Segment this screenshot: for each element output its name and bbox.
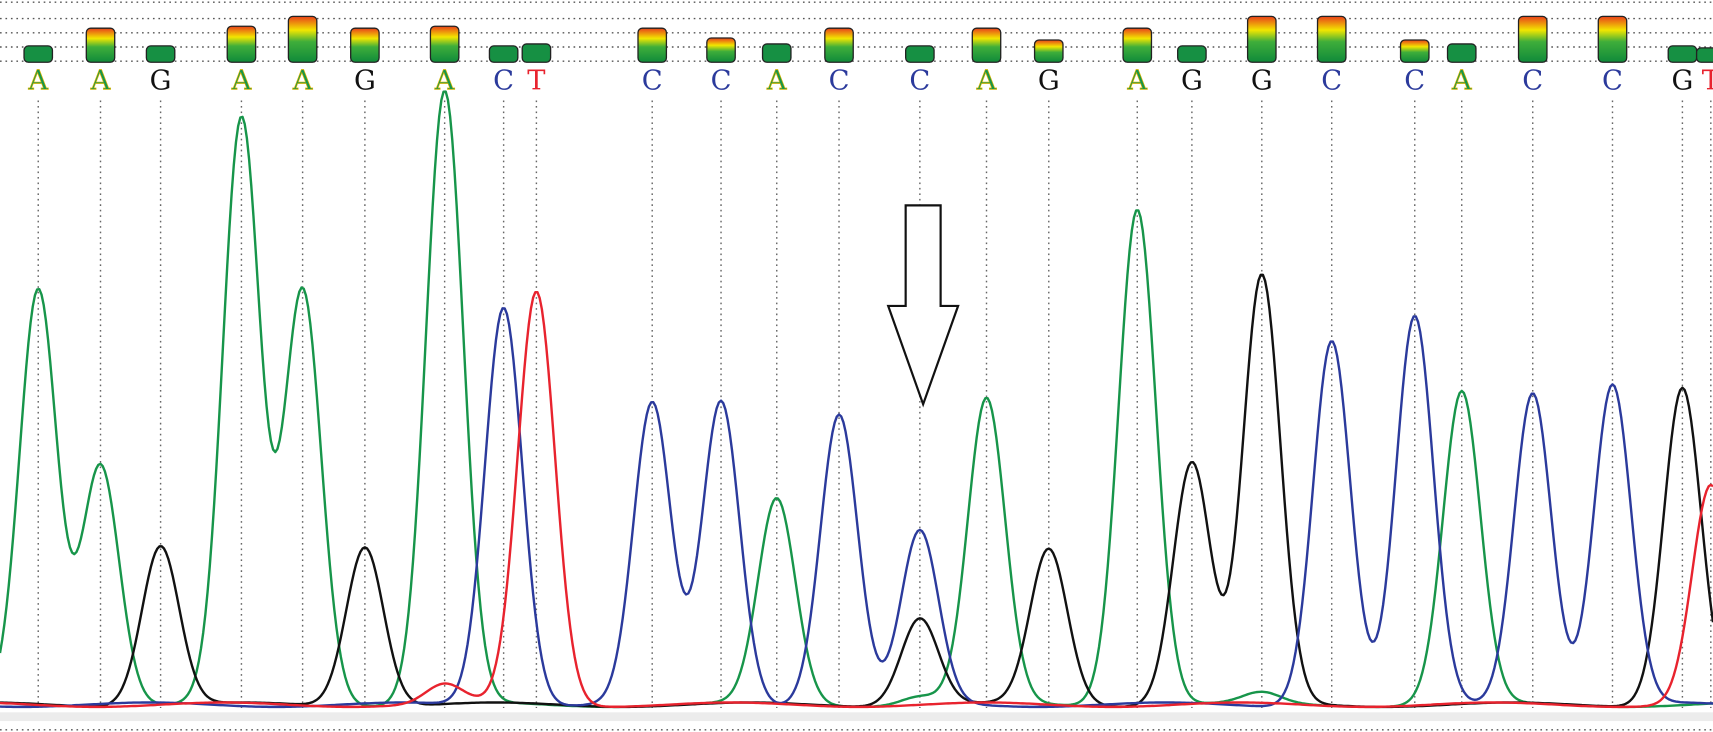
quality-bar xyxy=(1399,39,1430,63)
base-call-C: C xyxy=(642,66,663,97)
trace-T xyxy=(0,290,1713,709)
quality-bar xyxy=(350,27,380,63)
quality-bar xyxy=(706,37,736,63)
quality-bar xyxy=(1695,47,1713,63)
trace-G xyxy=(0,273,1713,709)
base-call-G: G xyxy=(1251,66,1273,97)
base-call-A: A xyxy=(90,66,111,97)
base-call-G: G xyxy=(150,66,172,97)
quality-bar xyxy=(145,45,176,63)
quality-bar xyxy=(1033,39,1064,63)
base-call-A: A xyxy=(292,66,313,97)
base-call-T: T xyxy=(527,66,545,97)
quality-bar xyxy=(1597,15,1628,63)
base-call-C: C xyxy=(909,66,930,97)
quality-bar xyxy=(1177,45,1207,63)
quality-bar xyxy=(1122,27,1153,63)
base-call-T: T xyxy=(1702,66,1713,97)
arrow-down-icon xyxy=(886,204,960,408)
base-call-A: A xyxy=(976,66,997,97)
quality-bar xyxy=(1246,15,1277,63)
quality-bar xyxy=(1316,15,1347,63)
base-call-A: A xyxy=(231,66,252,97)
quality-bar xyxy=(971,27,1002,63)
quality-bar xyxy=(226,25,257,63)
base-call-G: G xyxy=(1181,66,1203,97)
base-call-C: C xyxy=(1321,66,1342,97)
base-call-G: G xyxy=(354,66,376,97)
bottom-band xyxy=(0,712,1713,722)
traces xyxy=(0,90,1713,709)
quality-bar xyxy=(521,43,552,63)
quality-bar xyxy=(287,15,318,63)
base-call-C: C xyxy=(711,66,732,97)
trace-C xyxy=(0,307,1713,709)
base-call-G: G xyxy=(1038,66,1060,97)
base-call-G: G xyxy=(1672,66,1694,97)
base-call-A: A xyxy=(434,66,455,97)
trace-A xyxy=(0,90,1713,709)
quality-bar xyxy=(429,25,460,63)
quality-bar xyxy=(488,45,519,63)
quality-bar xyxy=(85,27,116,63)
base-call-A: A xyxy=(766,66,787,97)
quality-bar xyxy=(1667,45,1698,63)
quality-bar xyxy=(905,45,935,63)
base-calls: AAGAAGACTCCACCAGAGGCCACCGT xyxy=(27,65,1713,97)
quality-bar xyxy=(637,27,668,63)
base-call-A: A xyxy=(1451,66,1472,97)
base-call-C: C xyxy=(493,66,514,97)
base-call-A: A xyxy=(1126,66,1147,97)
base-call-C: C xyxy=(829,66,850,97)
quality-bars xyxy=(23,15,1713,63)
quality-bar xyxy=(23,45,54,63)
base-call-C: C xyxy=(1602,66,1623,97)
quality-bar xyxy=(761,43,792,63)
base-position-lines xyxy=(37,100,1712,708)
quality-bar xyxy=(1446,43,1477,63)
base-call-A: A xyxy=(27,66,48,97)
base-call-C: C xyxy=(1404,66,1425,97)
quality-bar xyxy=(824,27,854,63)
base-call-C: C xyxy=(1522,66,1543,97)
quality-bar xyxy=(1517,15,1548,63)
